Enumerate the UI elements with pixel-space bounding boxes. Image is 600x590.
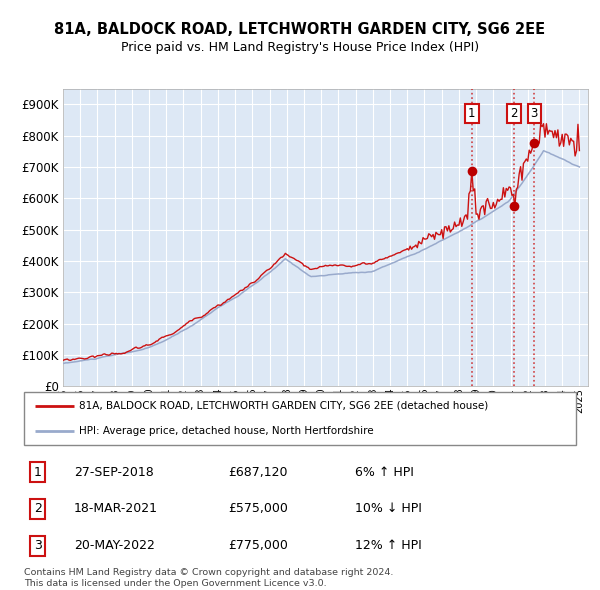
Bar — [514, 88, 588, 386]
Text: 2: 2 — [511, 107, 518, 120]
Text: This data is licensed under the Open Government Licence v3.0.: This data is licensed under the Open Gov… — [24, 579, 326, 588]
Text: 18-MAR-2021: 18-MAR-2021 — [74, 502, 158, 516]
Text: £575,000: £575,000 — [228, 502, 288, 516]
Text: 10% ↓ HPI: 10% ↓ HPI — [355, 502, 422, 516]
Text: HPI: Average price, detached house, North Hertfordshire: HPI: Average price, detached house, Nort… — [79, 425, 374, 435]
Text: 1: 1 — [468, 107, 476, 120]
Text: 3: 3 — [530, 107, 538, 120]
Text: 2: 2 — [34, 502, 42, 516]
Text: £775,000: £775,000 — [228, 539, 288, 552]
Text: 3: 3 — [34, 539, 42, 552]
Text: Price paid vs. HM Land Registry's House Price Index (HPI): Price paid vs. HM Land Registry's House … — [121, 41, 479, 54]
Text: £687,120: £687,120 — [228, 466, 288, 478]
Text: 1: 1 — [34, 466, 42, 478]
Text: 81A, BALDOCK ROAD, LETCHWORTH GARDEN CITY, SG6 2EE (detached house): 81A, BALDOCK ROAD, LETCHWORTH GARDEN CIT… — [79, 401, 488, 411]
Text: 20-MAY-2022: 20-MAY-2022 — [74, 539, 155, 552]
Text: 27-SEP-2018: 27-SEP-2018 — [74, 466, 154, 478]
Text: 81A, BALDOCK ROAD, LETCHWORTH GARDEN CITY, SG6 2EE: 81A, BALDOCK ROAD, LETCHWORTH GARDEN CIT… — [55, 22, 545, 37]
Text: Contains HM Land Registry data © Crown copyright and database right 2024.: Contains HM Land Registry data © Crown c… — [24, 568, 394, 576]
Text: 12% ↑ HPI: 12% ↑ HPI — [355, 539, 422, 552]
Text: 6% ↑ HPI: 6% ↑ HPI — [355, 466, 414, 478]
